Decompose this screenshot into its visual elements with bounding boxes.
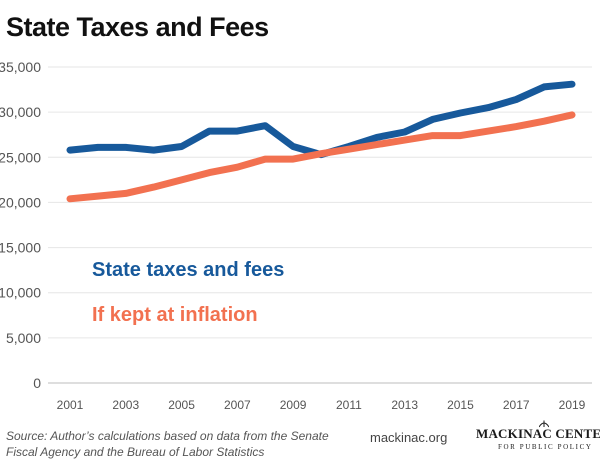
- source-note: Source: Author’s calculations based on d…: [6, 429, 329, 459]
- site-url: mackinac.org: [370, 430, 448, 445]
- x-tick-label: 2001: [57, 398, 84, 412]
- gridlines: [48, 66, 592, 384]
- y-tick-label: 25,000: [0, 149, 41, 165]
- y-tick-label: 20,000: [0, 194, 41, 210]
- logo-subtitle: FOR PUBLIC POLICY: [498, 443, 593, 451]
- x-tick-label: 2017: [503, 398, 530, 412]
- mackinac-center-logo: MACKINAC CENTER FOR PUBLIC POLICY: [476, 420, 600, 460]
- x-tick-label: 2007: [224, 398, 251, 412]
- x-tick-label: 2009: [280, 398, 307, 412]
- x-tick-label: 2013: [391, 398, 418, 412]
- x-tick-label: 2005: [168, 398, 195, 412]
- chart-title: State Taxes and Fees: [6, 12, 269, 42]
- legend-label-0: State taxes and fees: [92, 259, 284, 281]
- legend-label-1: If kept at inflation: [92, 304, 258, 326]
- x-axis-ticks: 2001 2003 2005 2007 2009 2011 2013 2015 2017 2019: [57, 398, 586, 412]
- y-tick-label: 15,000: [0, 240, 41, 256]
- x-tick-label: 2015: [447, 398, 474, 412]
- x-tick-label: 2019: [559, 398, 586, 412]
- y-tick-label: 35,000: [0, 59, 41, 75]
- logo-name: MACKINAC CENTER: [476, 426, 600, 441]
- x-tick-label: 2011: [336, 398, 362, 412]
- y-axis-ticks: 0 5,000 10,000 15,000 20,000 25,000 30,000 35,0…: [0, 59, 41, 391]
- y-tick-label: 5,000: [6, 330, 41, 346]
- bridge-icon: [539, 420, 549, 428]
- series-lines: [66, 80, 576, 203]
- legend: State taxes and fees If kept at inflation: [92, 259, 284, 326]
- y-tick-label: 10,000: [0, 285, 41, 301]
- x-tick-label: 2003: [112, 398, 139, 412]
- series-line-1: [66, 111, 576, 203]
- y-tick-label: 0: [33, 375, 41, 391]
- series-line-0: [66, 80, 576, 159]
- y-tick-label: 30,000: [0, 104, 41, 120]
